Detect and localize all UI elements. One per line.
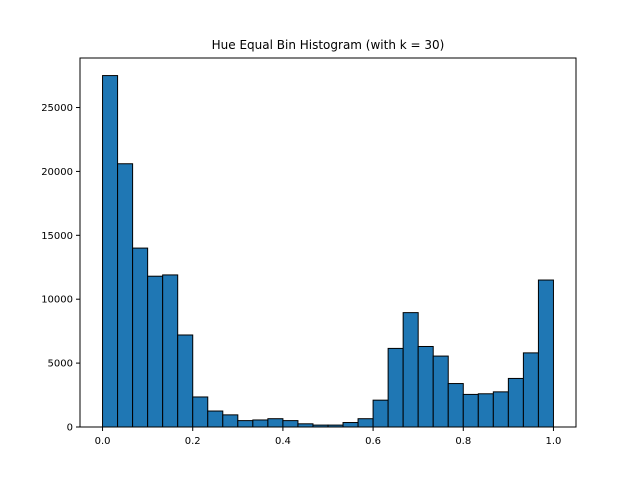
histogram-bar <box>492 391 509 428</box>
plot-frame <box>79 57 577 428</box>
histogram-bar <box>147 275 164 428</box>
y-tick-label: 25000 <box>41 103 73 114</box>
histogram-bar <box>537 279 554 428</box>
chart-title: Hue Equal Bin Histogram (with k = 30) <box>212 38 445 52</box>
histogram-bar <box>447 383 464 428</box>
histogram-bar <box>432 355 449 428</box>
histogram-bar <box>357 418 374 428</box>
histogram-bar <box>252 419 269 428</box>
histogram-bar <box>402 312 419 428</box>
histogram-bar <box>267 418 284 428</box>
y-tick-label: 15000 <box>41 231 73 242</box>
histogram-bar <box>102 75 119 428</box>
histogram-bar <box>372 399 389 428</box>
histogram-bar <box>387 347 404 428</box>
y-tick-label: 10000 <box>41 295 73 306</box>
y-tick-label: 5000 <box>48 359 73 370</box>
histogram-bar <box>462 393 479 428</box>
histogram-bar <box>222 414 239 428</box>
y-tick-label: 0 <box>67 423 73 434</box>
histogram-bar <box>117 163 134 428</box>
x-tick-label: 1.0 <box>546 436 562 447</box>
histogram-bar <box>162 274 179 428</box>
y-tick-label: 20000 <box>41 167 73 178</box>
y-axis: 0 5000 10000 15000 20000 25000 <box>41 103 80 434</box>
histogram-bar <box>477 393 494 428</box>
histogram-bar <box>417 345 434 428</box>
histogram-bar <box>132 247 149 428</box>
x-axis: 0.0 0.2 0.4 0.6 0.8 1.0 <box>95 427 562 447</box>
histogram-bar <box>177 334 194 428</box>
histogram-bar <box>207 410 224 428</box>
x-tick-label: 0.4 <box>275 436 291 447</box>
histogram-bar <box>522 352 539 428</box>
x-tick-label: 0.8 <box>455 436 471 447</box>
histogram-bar <box>282 420 299 428</box>
histogram-bar <box>507 377 524 428</box>
bars-group <box>102 75 554 428</box>
histogram-bar <box>192 396 209 428</box>
x-tick-label: 0.2 <box>185 436 201 447</box>
x-tick-label: 0.0 <box>95 436 111 447</box>
histogram-bar <box>237 420 254 428</box>
histogram-bar <box>342 422 359 428</box>
x-tick-label: 0.6 <box>365 436 381 447</box>
